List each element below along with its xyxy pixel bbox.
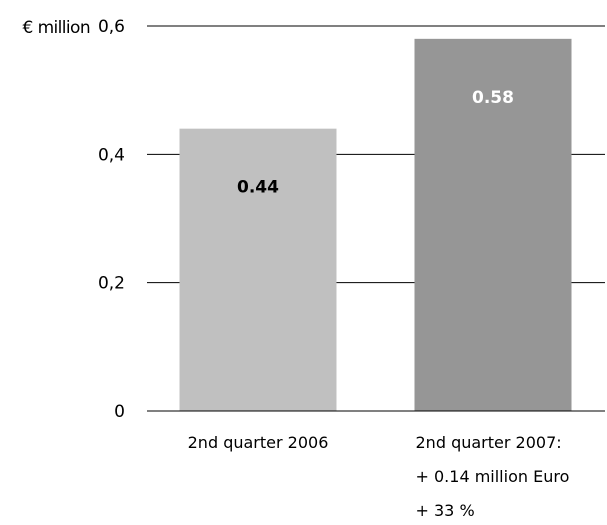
- unit-label: € million: [23, 18, 90, 38]
- labels: € million 0 0,2 0,4 0,6 0.44 0.58 2nd quarter …: [23, 17, 570, 520]
- y-tick-label: 0: [114, 402, 125, 422]
- data-label: 0.44: [237, 178, 279, 198]
- y-tick-label: 0,6: [98, 17, 125, 37]
- bars: [147, 38, 605, 412]
- data-label: 0.58: [472, 88, 514, 108]
- bar: [414, 38, 572, 411]
- x-tick-label: + 0.14 million Euro: [416, 467, 570, 486]
- x-tick-label: 2nd quarter 2007:: [416, 433, 562, 452]
- bar: [179, 128, 337, 411]
- y-tick-label: 0,4: [98, 145, 125, 165]
- x-tick-label: + 33 %: [416, 501, 475, 520]
- y-tick-label: 0,2: [98, 274, 125, 294]
- x-tick-label: 2nd quarter 2006: [188, 433, 329, 452]
